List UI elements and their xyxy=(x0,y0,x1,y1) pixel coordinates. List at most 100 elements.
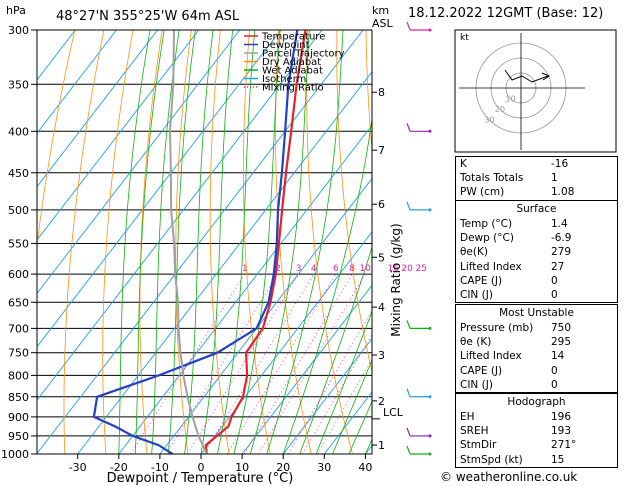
altitude-tick-label: 3 xyxy=(378,349,385,362)
dry-adiabat-line xyxy=(209,30,230,454)
surface-title: Surface xyxy=(516,203,557,215)
temperature-tick-label: -10 xyxy=(151,461,169,474)
location-title: 48°27'N 355°25'W 64m ASL xyxy=(56,9,240,24)
pressure-tick-label: 300 xyxy=(8,24,29,37)
most-unstable-title: Most Unstable xyxy=(499,307,574,319)
temperature-tick-label: 30 xyxy=(317,461,331,474)
copyright-footer[interactable]: © weatheronline.co.uk xyxy=(440,470,578,484)
legend-label: Temperature xyxy=(261,32,325,43)
hodograph-panel: Hodograph EH 196 SREH 193 StmDir 271° StmSp… xyxy=(455,393,618,468)
wind-barb-dot xyxy=(428,395,432,399)
wind-barb-flag xyxy=(406,21,411,31)
wind-barb-dot xyxy=(428,326,432,330)
indices-panel: K -16 Totals Totals 1 PW (cm) 1.08 xyxy=(455,156,618,201)
pressure-tick-label: 1000 xyxy=(1,448,29,461)
temperature-axis: -30 -20 -10 0 10 20 30 40 xyxy=(69,454,372,474)
mixing-ratio-axis-label: Mixing Ratio (g/kg) xyxy=(389,223,403,336)
altitude-tick-label: 4 xyxy=(378,301,385,314)
asl-label: ASL xyxy=(372,17,394,30)
dry-adiabat-line xyxy=(306,30,353,454)
pressure-tick-label: 850 xyxy=(8,391,29,404)
altitude-tick-label: 5 xyxy=(378,251,385,264)
surface-label: Lifted Index xyxy=(460,260,522,273)
pressure-tick-label: 750 xyxy=(8,347,29,360)
mixing-ratio-label: 16 xyxy=(388,264,400,274)
unstable-value: 0 xyxy=(551,364,558,377)
temperature-tick-label: -20 xyxy=(110,461,128,474)
plot-series xyxy=(92,30,307,454)
dry-adiabat-line xyxy=(102,30,134,454)
mixing-ratio-line xyxy=(243,273,353,454)
mixing-ratio-label: 20 xyxy=(401,264,413,274)
mixing-ratio-label: 4 xyxy=(311,264,317,274)
pressure-tick-label: 700 xyxy=(8,322,29,335)
dry-adiabat-line xyxy=(336,30,372,374)
surface-value: 279 xyxy=(551,246,572,259)
most-unstable-panel: Most Unstable Pressure (mb) 750 θe (K) 295… xyxy=(455,304,618,394)
index-row: Totals Totals 1 xyxy=(456,171,617,185)
wet-adiabat-line xyxy=(233,30,281,454)
mixing-ratio-line xyxy=(287,309,372,454)
hodograph-title: Hodograph xyxy=(507,396,566,408)
mixing-ratio-label: 10 xyxy=(359,264,371,274)
hodograph-kt-label: kt xyxy=(460,33,469,43)
unstable-label: CIN (J) xyxy=(460,378,493,391)
unstable-value: 0 xyxy=(551,378,558,391)
isotherm-line xyxy=(37,30,364,454)
mixing-ratio-label: 6 xyxy=(333,264,339,274)
pressure-tick-label: 800 xyxy=(8,369,29,382)
wet-adiabat-line xyxy=(332,359,372,454)
hodo-label: EH xyxy=(460,411,475,423)
mixing-ratio-label: 25 xyxy=(415,264,426,274)
surface-label: Dewp (°C) xyxy=(460,232,514,245)
wind-barb-dot xyxy=(428,208,432,212)
wind-barb-flag xyxy=(406,427,411,437)
unstable-label: Pressure (mb) xyxy=(460,322,534,334)
km-label: km xyxy=(372,4,389,17)
mixing-ratio-line xyxy=(257,273,366,454)
unstable-label: CAPE (J) xyxy=(460,364,503,377)
altitude-tick-label: 6 xyxy=(378,198,385,211)
isotherm-line xyxy=(37,30,323,401)
pressure-tick-label: 350 xyxy=(8,78,29,91)
mixing-ratio-label: 8 xyxy=(349,264,355,274)
mixing-ratio-line xyxy=(165,273,279,454)
index-row: PW (cm) 1.08 xyxy=(456,185,617,199)
pressure-tick-label: 950 xyxy=(8,430,29,443)
temperature-tick-label: 40 xyxy=(358,461,372,474)
wet-adiabat-line xyxy=(249,30,310,454)
isotherm-line xyxy=(200,231,372,454)
hodograph-ring-label: 10 xyxy=(505,95,515,104)
hodograph-arrow xyxy=(541,72,551,81)
altitude-tick-label: 2 xyxy=(378,395,385,408)
isotherm-line xyxy=(241,284,372,454)
dry-adiabat-line xyxy=(139,30,163,454)
legend-label: Dry Adiabat xyxy=(262,57,321,68)
legend-label: Dewpoint xyxy=(262,40,310,51)
isotherm-line xyxy=(37,30,241,295)
wind-barb-dot xyxy=(428,434,432,438)
index-value: 1.08 xyxy=(551,186,575,199)
wind-barb-dot xyxy=(428,129,432,133)
temperature-tick-label: 20 xyxy=(276,461,290,474)
wind-barb-flag xyxy=(406,201,411,211)
temperature-tick-label: 0 xyxy=(198,461,205,474)
wind-barb-dot xyxy=(428,28,432,32)
temperature-series xyxy=(204,30,307,454)
index-label: PW (cm) xyxy=(460,186,505,199)
hodo-label: StmDir xyxy=(460,439,497,452)
wet-adiabat-line xyxy=(134,30,165,454)
dry-adiabat-line xyxy=(275,30,312,454)
mixing-ratio-label: 3 xyxy=(296,264,302,274)
mixing-ratio-line xyxy=(187,273,299,454)
surface-label: θe(K) xyxy=(460,246,488,259)
temperature-tick-label: 10 xyxy=(235,461,249,474)
hodo-value: 15 xyxy=(551,453,565,466)
wet-adiabat-line xyxy=(266,30,344,454)
isotherm-line xyxy=(282,337,372,454)
pressure-tick-label: 450 xyxy=(8,167,29,180)
index-label: Totals Totals xyxy=(460,172,524,185)
dry-adiabat-line xyxy=(63,30,105,454)
index-value: 1 xyxy=(551,172,558,185)
